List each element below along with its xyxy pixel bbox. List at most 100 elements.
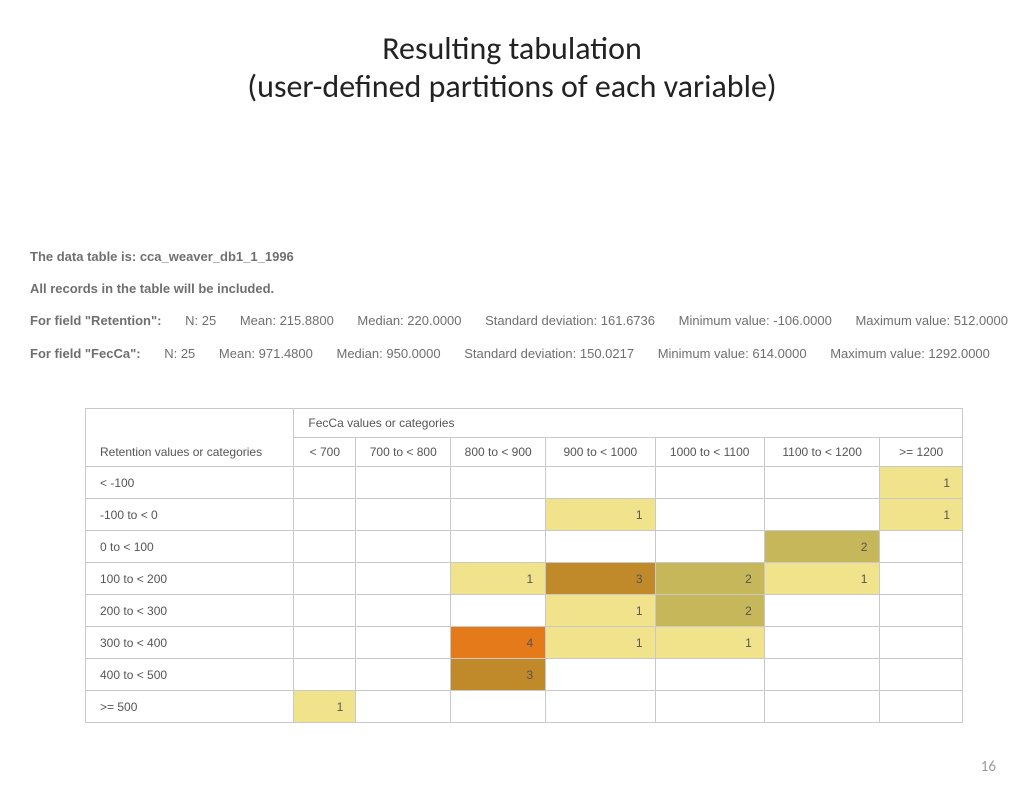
data-cell [880,531,963,563]
data-cell [655,467,764,499]
table-row: >= 5001 [86,691,963,723]
row-category-header: Retention values or categories [86,409,294,467]
data-cell: 1 [451,563,546,595]
data-cell [764,627,880,659]
meta-records: All records in the table will be include… [30,280,1024,298]
data-cell: 1 [655,627,764,659]
data-cell [451,467,546,499]
data-cell [356,627,451,659]
crosstab-container: Retention values or categories FecCa val… [85,408,963,723]
metadata-block: The data table is: cca_weaver_db1_1_1996… [30,248,1024,377]
column-header: 1100 to < 1200 [764,438,880,467]
data-cell: 3 [451,659,546,691]
meta-table-value: cca_weaver_db1_1_1996 [140,249,294,264]
data-cell [294,563,356,595]
data-cell: 1 [764,563,880,595]
data-cell [764,595,880,627]
data-cell: 3 [546,563,655,595]
data-cell [294,627,356,659]
f2-median: Median: 950.0000 [337,346,441,361]
data-cell [546,691,655,723]
f2-max: Maximum value: 1292.0000 [830,346,990,361]
f1-max: Maximum value: 512.0000 [855,313,1007,328]
data-cell [655,691,764,723]
row-header: 100 to < 200 [86,563,294,595]
data-cell [356,563,451,595]
data-cell: 1 [880,467,963,499]
data-cell: 1 [546,627,655,659]
f1-median: Median: 220.0000 [357,313,461,328]
data-cell [451,499,546,531]
data-cell [356,531,451,563]
data-cell [451,531,546,563]
f1-mean: Mean: 215.8800 [240,313,334,328]
data-cell: 1 [546,595,655,627]
f2-stdev: Standard deviation: 150.0217 [464,346,634,361]
data-cell [294,595,356,627]
column-header: 900 to < 1000 [546,438,655,467]
data-cell: 2 [655,563,764,595]
data-cell [356,691,451,723]
data-cell [451,595,546,627]
slide-title: Resulting tabulation (user-defined parti… [0,30,1024,107]
slide: Resulting tabulation (user-defined parti… [0,30,1024,798]
data-cell: 1 [880,499,963,531]
f2-min: Minimum value: 614.0000 [658,346,807,361]
table-row: 0 to < 1002 [86,531,963,563]
crosstab-table: Retention values or categories FecCa val… [85,408,963,723]
data-cell: 4 [451,627,546,659]
data-cell [880,627,963,659]
f1-n: N: 25 [185,313,216,328]
meta-field-fecca: For field "FecCa": N: 25 Mean: 971.4800 … [30,345,1024,363]
data-cell [764,467,880,499]
data-cell [880,595,963,627]
data-cell [880,659,963,691]
data-cell [294,659,356,691]
data-cell [356,467,451,499]
data-cell: 2 [655,595,764,627]
data-cell [880,691,963,723]
row-header: -100 to < 0 [86,499,294,531]
data-cell [294,531,356,563]
f2-n: N: 25 [164,346,195,361]
data-cell [764,691,880,723]
row-header: 0 to < 100 [86,531,294,563]
data-cell [764,499,880,531]
table-row: 100 to < 2001321 [86,563,963,595]
row-header: >= 500 [86,691,294,723]
data-cell [356,595,451,627]
crosstab-head: Retention values or categories FecCa val… [86,409,963,467]
f2-prefix: For field "FecCa": [30,346,141,361]
title-line2: (user-defined partitions of each variabl… [247,67,776,106]
data-cell [546,659,655,691]
meta-field-retention: For field "Retention": N: 25 Mean: 215.8… [30,312,1024,330]
column-header: 1000 to < 1100 [655,438,764,467]
table-row: -100 to < 0 1 1 [86,499,963,531]
data-cell [294,499,356,531]
data-cell [546,467,655,499]
data-cell [546,531,655,563]
data-cell [880,563,963,595]
row-header: 400 to < 500 [86,659,294,691]
column-header: >= 1200 [880,438,963,467]
table-row: 400 to < 500 3 [86,659,963,691]
column-header: < 700 [294,438,356,467]
table-row: < -100 1 [86,467,963,499]
column-header: 700 to < 800 [356,438,451,467]
f2-mean: Mean: 971.4800 [219,346,313,361]
data-cell [451,691,546,723]
f1-prefix: For field "Retention": [30,313,162,328]
title-line1: Resulting tabulation [382,29,642,68]
data-cell [655,499,764,531]
crosstab-superrow: Retention values or categories FecCa val… [86,409,963,438]
f1-stdev: Standard deviation: 161.6736 [485,313,655,328]
page-number: 16 [981,758,996,776]
row-header: 200 to < 300 [86,595,294,627]
row-header: < -100 [86,467,294,499]
data-cell [294,467,356,499]
table-row: 200 to < 300 12 [86,595,963,627]
data-cell [356,499,451,531]
crosstab-body: < -1001-100 to < 0110 to < 1002100 to < … [86,467,963,723]
meta-table-prefix: The data table is: [30,249,140,264]
data-cell: 1 [546,499,655,531]
